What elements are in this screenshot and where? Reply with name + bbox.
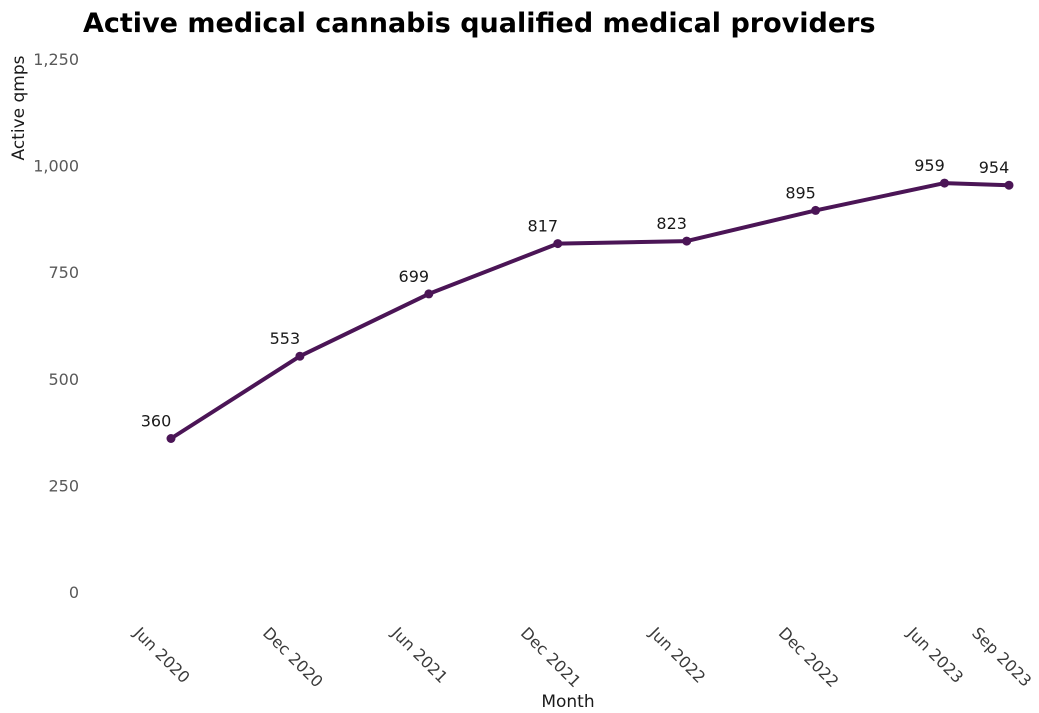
data-label: 817 [528,217,559,236]
x-tick-label: Dec 2021 [517,623,585,691]
data-point [553,239,563,249]
data-labels: 360 553 699 817 823 895 959 954 [141,156,1010,430]
series-layer [166,178,1014,443]
data-point [424,289,434,299]
data-point [295,351,305,361]
data-label: 895 [785,183,816,202]
data-point [682,236,692,246]
data-label: 954 [979,158,1010,177]
y-tick-label: 1,000 [33,157,79,176]
data-point [940,178,949,188]
y-axis-ticks: 0 250 500 750 1,000 1,250 [33,50,79,602]
x-tick-label: Sep 2023 [968,623,1035,690]
y-tick-label: 500 [48,370,79,389]
data-label: 823 [656,214,687,233]
y-tick-label: 1,250 [33,50,79,69]
x-axis-label: Month [541,692,594,712]
y-tick-label: 250 [48,476,79,495]
y-tick-label: 0 [69,583,79,602]
data-label: 553 [270,329,301,348]
x-tick-label: Jun 2020 [129,623,193,687]
x-tick-label: Dec 2022 [775,623,843,691]
chart-title: Active medical cannabis qualified medica… [83,8,876,39]
y-axis-label: Active qmps [9,55,29,160]
y-tick-label: 750 [48,263,79,282]
data-label: 360 [141,412,172,431]
data-point [166,434,176,443]
data-label: 699 [399,267,430,286]
x-tick-label: Jun 2022 [645,623,709,687]
x-tick-label: Dec 2020 [259,623,327,691]
x-tick-label: Jun 2021 [387,623,451,687]
x-tick-label: Jun 2023 [903,623,967,687]
data-point [811,205,821,215]
series-line [169,181,1011,441]
x-axis-ticks: Jun 2020 Dec 2020 Jun 2021 Dec 2021 Jun 2022… [129,623,1035,691]
data-label: 959 [914,156,945,175]
data-point [1004,180,1014,190]
